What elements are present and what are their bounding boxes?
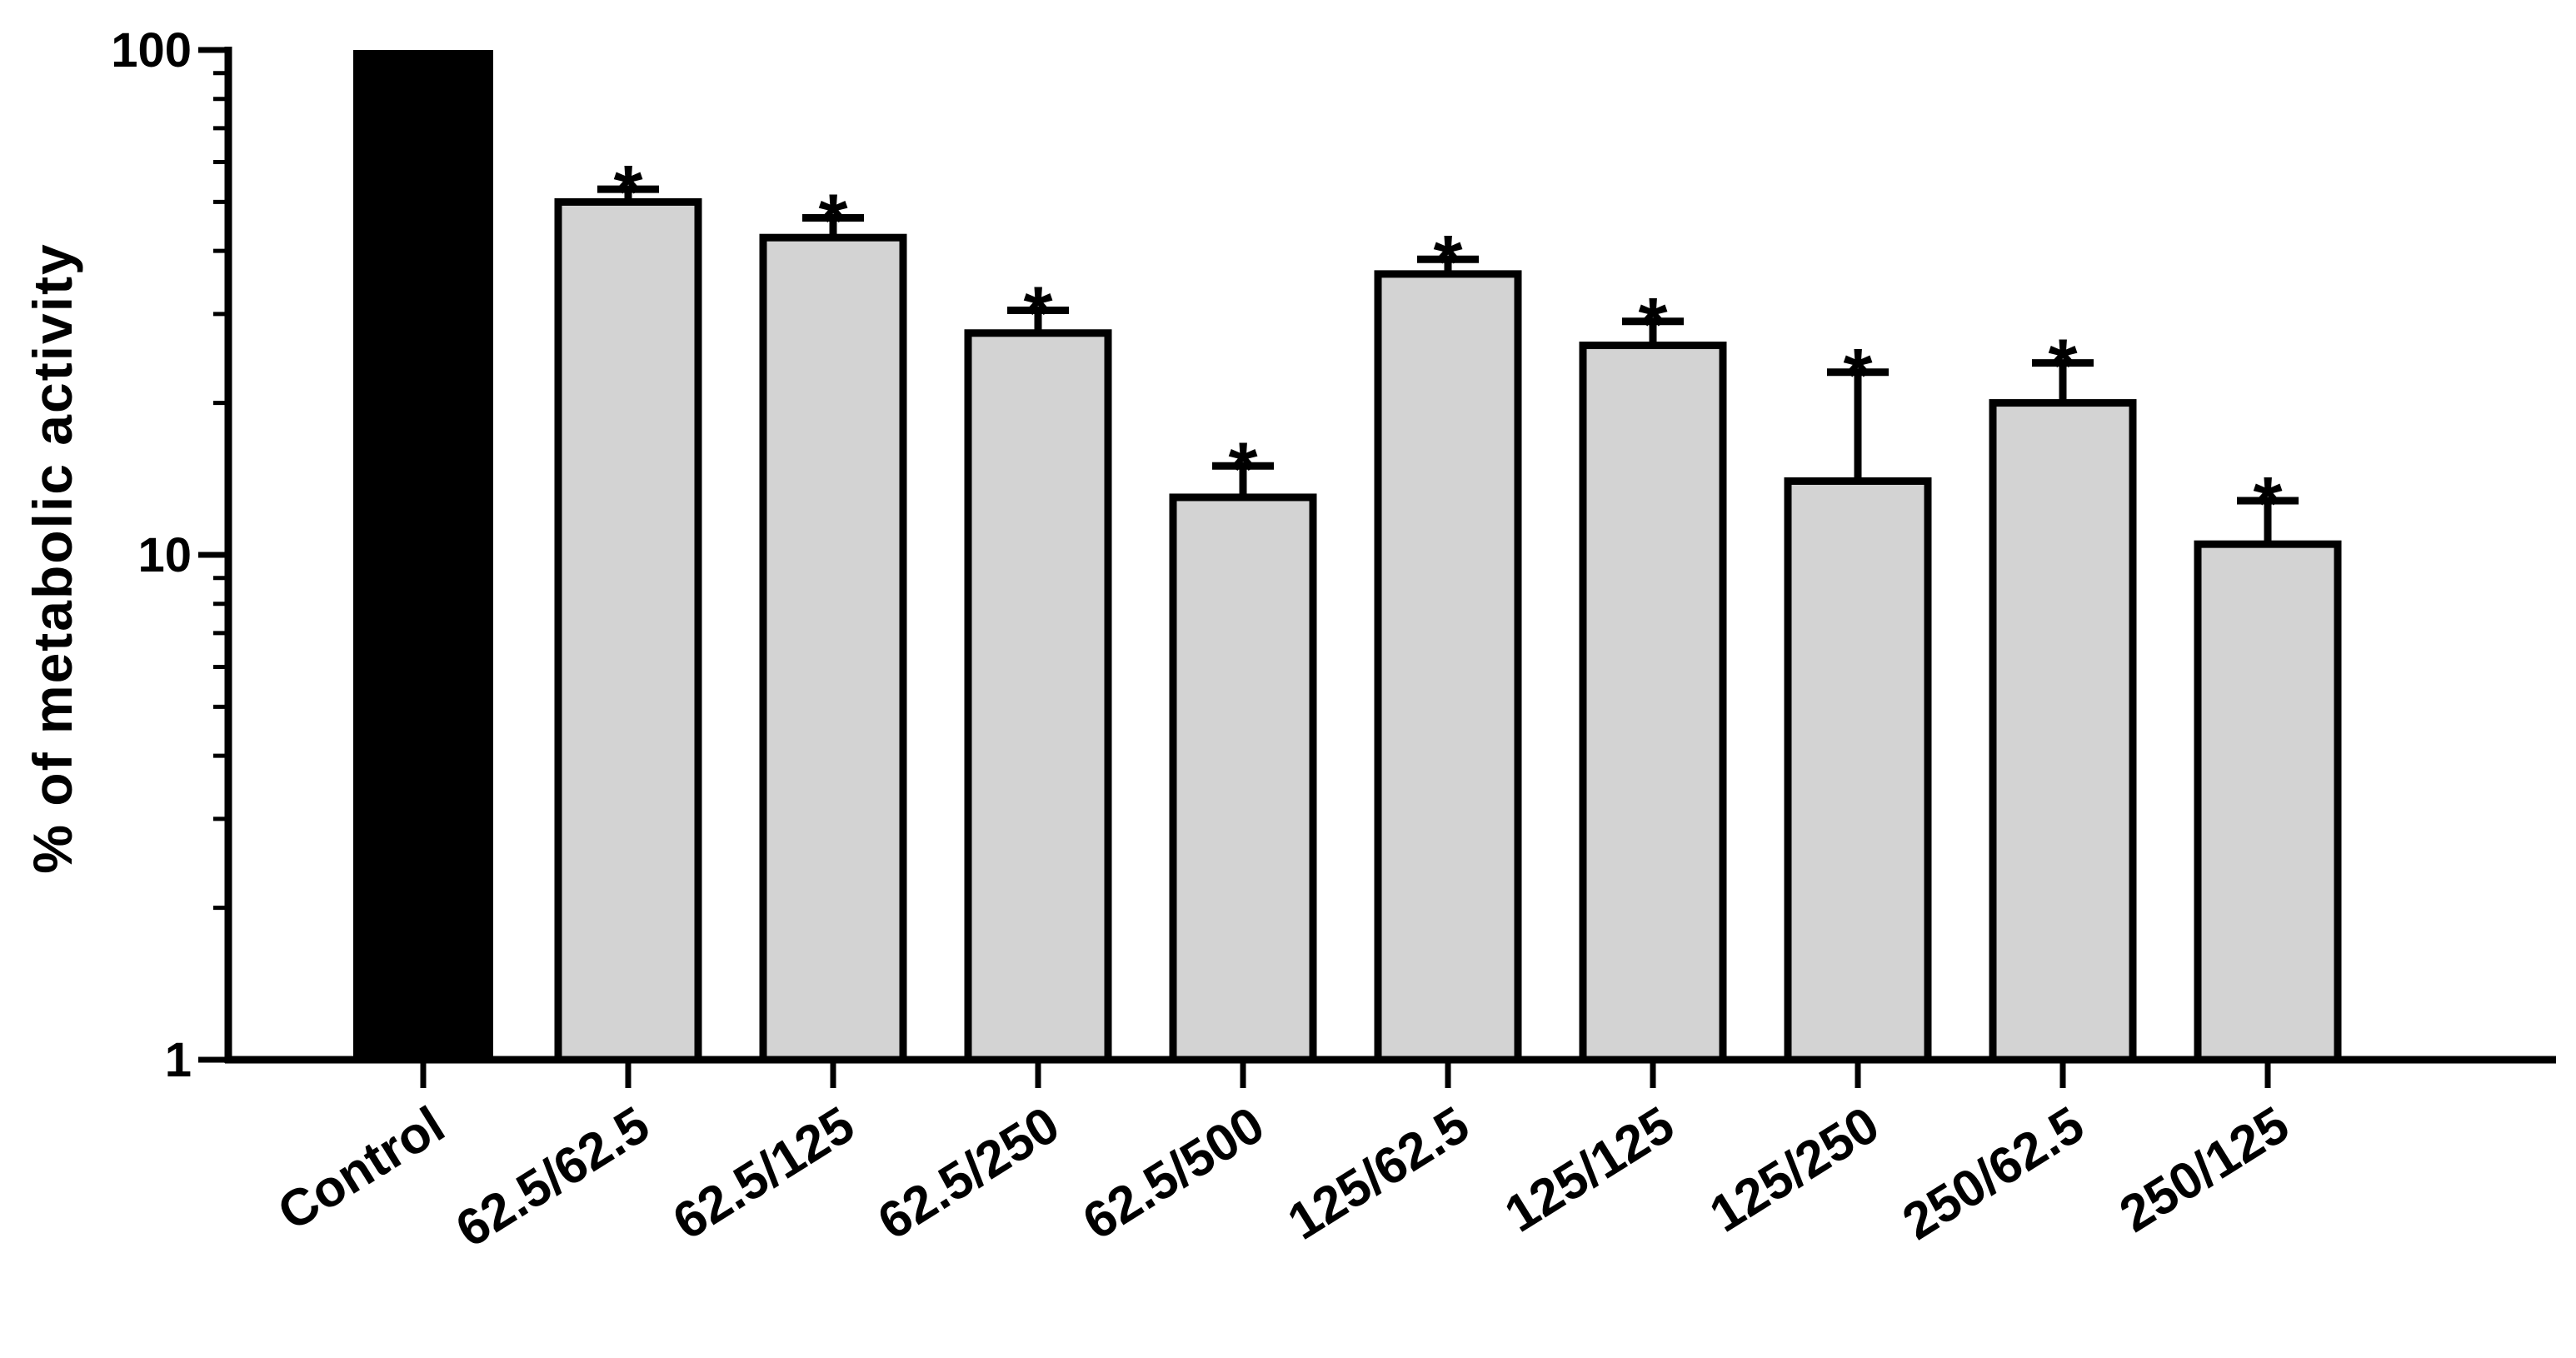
y-tick-label: 100 — [111, 23, 192, 77]
significance-star: * — [1638, 283, 1667, 367]
y-tick-label: 1 — [165, 1033, 192, 1087]
y-axis-title: % of metabolic activity — [22, 242, 83, 874]
bar-62.5/62.5 — [554, 197, 702, 1064]
significance-star: * — [2048, 325, 2077, 408]
x-tick-label: 62.5/500 — [1073, 1096, 1274, 1251]
x-tick-label: 125/250 — [1700, 1096, 1890, 1243]
x-tick-label: 125/125 — [1495, 1096, 1685, 1243]
bar-125/125 — [1579, 342, 1727, 1064]
error-bars — [597, 185, 2299, 545]
significance-star: * — [613, 151, 642, 234]
bar-250/125 — [2194, 540, 2342, 1064]
significance-star: * — [1433, 221, 1462, 304]
significance-star: * — [1843, 334, 1872, 417]
x-tick-label: 250/62.5 — [1893, 1096, 2094, 1251]
bar-62.5/250 — [964, 329, 1112, 1064]
x-tick-label: 125/62.5 — [1278, 1096, 1479, 1251]
bar-125/250 — [1784, 477, 1932, 1064]
significance-star: * — [1023, 272, 1052, 356]
bar-250/62.5 — [1989, 399, 2137, 1064]
significance-star: * — [2253, 462, 2282, 546]
x-tick-label: 250/125 — [2110, 1096, 2299, 1243]
bars — [353, 50, 2342, 1064]
bar-62.5/500 — [1169, 493, 1317, 1064]
x-tick-label: 62.5/250 — [868, 1096, 1069, 1251]
significance-markers: * * * * * * * * * — [613, 151, 2282, 546]
y-tick-label: 10 — [137, 528, 192, 582]
significance-star: * — [1228, 427, 1257, 511]
bar-Control — [353, 50, 493, 1060]
significance-star: * — [818, 180, 847, 263]
x-tick-label: Control — [268, 1096, 454, 1241]
x-tick-label: 62.5/62.5 — [447, 1096, 660, 1259]
bar-125/62.5 — [1374, 270, 1522, 1064]
bar-62.5/125 — [759, 233, 907, 1064]
x-tick-label: 62.5/125 — [663, 1096, 864, 1251]
